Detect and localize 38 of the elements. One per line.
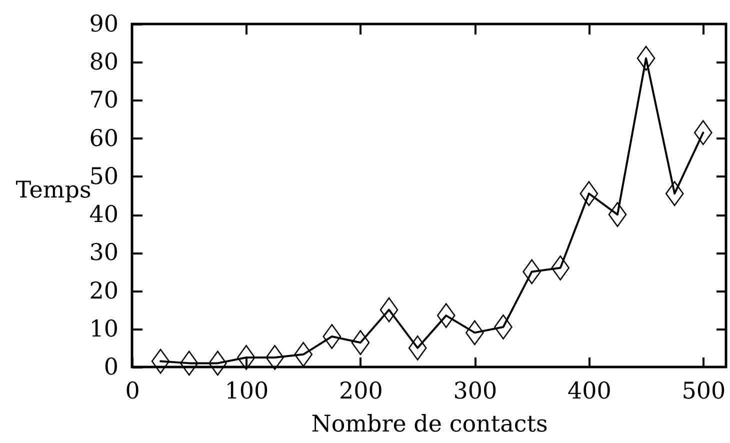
y-axis-title: Temps [16,178,92,204]
y-tick-label: 90 [89,12,118,38]
point [208,350,227,376]
x-tick-label: 200 [339,378,383,404]
point [608,202,627,228]
x-tick-label: 500 [682,378,726,404]
x-axis-title: Nombre de contacts [311,412,548,438]
y-tick-label: 80 [89,50,118,76]
point [665,181,684,206]
y-tick-label: 0 [104,354,118,380]
x-tick-label: 100 [224,378,269,404]
point [180,350,198,376]
point [322,324,342,349]
y-tick-label: 10 [89,316,118,342]
point [636,46,656,71]
point [351,330,370,356]
y-tick-label: 30 [89,240,118,266]
point [151,348,170,374]
point [436,303,456,328]
point [580,181,598,206]
point [266,344,284,370]
y-tick-label: 70 [89,88,118,114]
point [466,320,484,346]
point [237,344,256,370]
y-tick-label: 50 [89,164,118,190]
point [380,297,398,322]
point [494,314,512,340]
x-tick-label: 300 [453,378,498,404]
x-tick-label: 0 [125,378,140,404]
point [551,255,570,280]
point [694,120,712,146]
y-tick-label: 20 [89,278,118,304]
y-tick-label: 60 [89,126,118,152]
y-tick-label: 40 [89,202,118,228]
point [522,259,541,284]
x-tick-label: 400 [567,378,612,404]
point [294,342,313,367]
point [408,335,427,360]
